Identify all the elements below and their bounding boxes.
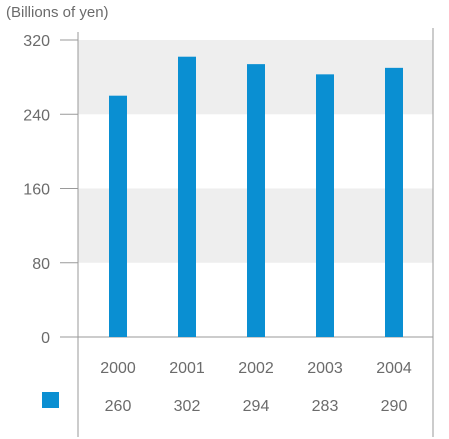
x-tick-label-2003: 2003 <box>307 360 343 377</box>
y-tick-label-80: 80 <box>32 256 50 273</box>
bar-2003 <box>316 74 334 337</box>
y-tick-label-160: 160 <box>23 182 50 199</box>
data-label-2002: 294 <box>243 398 270 415</box>
legend-swatch <box>42 392 59 408</box>
y-tick-label-0: 0 <box>41 330 50 347</box>
unit-label: (Billions of yen) <box>6 4 109 21</box>
x-tick-label-2004: 2004 <box>376 360 412 377</box>
x-tick-label-2000: 2000 <box>100 360 136 377</box>
bar-2004 <box>385 67 403 337</box>
data-label-2003: 283 <box>312 398 339 415</box>
data-label-2000: 260 <box>105 398 132 415</box>
x-tick-label-2001: 2001 <box>169 360 205 377</box>
y-tick-label-320: 320 <box>23 33 50 50</box>
x-tick-label-2002: 2002 <box>238 360 274 377</box>
bar-2000 <box>109 95 127 337</box>
data-label-2001: 302 <box>174 398 201 415</box>
bar-2001 <box>178 56 196 338</box>
y-tick-label-240: 240 <box>23 107 50 124</box>
data-label-2004: 290 <box>381 398 408 415</box>
bar-2002 <box>247 64 265 337</box>
